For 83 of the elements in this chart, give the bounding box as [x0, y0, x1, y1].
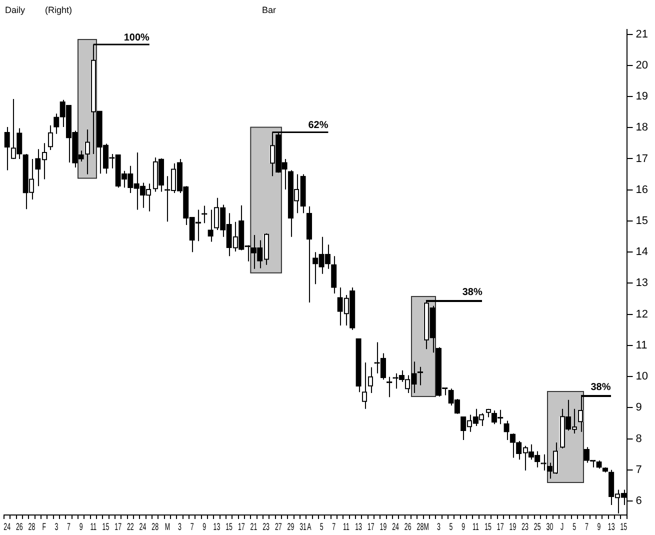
x-tick-label: 15	[620, 520, 628, 532]
annotation: 38%	[590, 382, 611, 393]
x-tick-label: 9	[79, 520, 84, 532]
x-tick-label: M	[164, 520, 170, 532]
band-label: 100%	[124, 32, 150, 44]
x-tick-label: 24	[139, 520, 146, 532]
x-tick-label: 17	[367, 520, 375, 532]
x-tick-label: 24	[4, 520, 11, 532]
x-tick-label: 28	[152, 520, 159, 532]
x-tick-label: 19	[509, 520, 516, 532]
x-tick-label: 11	[472, 520, 480, 532]
x-tick-label: 3	[54, 520, 58, 532]
x-tick-label: 26	[404, 520, 412, 532]
x-tick-label: 9	[462, 520, 466, 532]
x-tick-label: 30	[546, 520, 554, 532]
y-tick-label: 8	[636, 432, 642, 445]
y-tick-label: 18	[636, 122, 648, 134]
candlestick	[202, 205, 208, 224]
candlestick	[4, 126, 10, 171]
x-tick-label: 7	[584, 520, 589, 532]
text: Bar	[262, 5, 276, 15]
candlestick	[208, 209, 214, 242]
y-tick-label: 14	[636, 246, 648, 258]
y-tick-label: 11	[636, 339, 648, 352]
y-tick-label: 12	[636, 308, 648, 320]
band-label: 62%	[308, 120, 328, 132]
y-tick-label: 20	[636, 59, 648, 72]
x-tick-label: 25	[534, 520, 542, 532]
x-tick-label: 5	[320, 520, 324, 532]
x-tick-label: 22	[126, 520, 134, 532]
x-tick-label: 24	[392, 520, 400, 532]
x-tick-label: 15	[226, 520, 233, 532]
x-tick-label: 3	[178, 520, 182, 532]
x-tick-label: 7	[67, 520, 71, 532]
x-tick-label: 19	[380, 520, 387, 532]
candlestick	[331, 256, 337, 294]
candlestick	[54, 113, 60, 134]
x-tick-label: 11	[343, 520, 350, 532]
x-tick-label: 23	[262, 520, 270, 532]
x-tick-label: 28	[28, 520, 36, 532]
x-tick-label: 17	[496, 520, 504, 532]
x-tick-label: 15	[102, 520, 110, 532]
x-tick-label: 31	[300, 520, 307, 532]
y-tick-label: 17	[636, 152, 648, 165]
candlestick	[540, 454, 546, 472]
chart-title: Daily	[5, 5, 26, 15]
y-tick-label: 6	[636, 495, 642, 508]
candlestick	[504, 420, 510, 441]
x-tick-label: 3	[436, 520, 441, 532]
x-tick-label: A	[307, 520, 312, 532]
y-tick-label: 9	[636, 402, 642, 414]
x-tick-label: 21	[250, 520, 258, 532]
y-tick-label: 7	[636, 464, 642, 476]
x-tick-label: 7	[332, 520, 336, 532]
text: (Right)	[45, 5, 72, 15]
x-tick-label: 13	[213, 520, 220, 532]
x-tick-label: 17	[238, 520, 246, 532]
x-tick-label: 29	[287, 520, 294, 532]
candlestick	[510, 432, 516, 458]
x-tick-label: 23	[522, 520, 529, 532]
y-tick-label: 21	[636, 28, 648, 40]
x-tick-label: 13	[608, 520, 616, 532]
x-tick-label: 17	[114, 520, 122, 532]
x-tick-label: 5	[572, 520, 576, 532]
y-tick-label: 10	[636, 370, 648, 383]
x-tick-label: 9	[202, 520, 206, 532]
x-tick-label: 11	[90, 520, 97, 532]
x-tick-label: 27	[274, 520, 282, 532]
x-tick-label: 28	[416, 520, 424, 532]
x-tick-label: M	[424, 520, 430, 532]
x-tick-label: 9	[597, 520, 602, 532]
x-tick-label: 15	[484, 520, 492, 532]
y-tick-label: 16	[636, 184, 648, 196]
x-tick-label: 13	[355, 520, 362, 532]
y-tick-label: 15	[636, 214, 648, 227]
x-tick-label: J	[560, 520, 564, 532]
x-tick-label: F	[42, 520, 46, 532]
annotation: 38%	[462, 286, 482, 298]
y-tick-label: 13	[636, 277, 648, 290]
x-tick-label: 7	[190, 520, 194, 532]
x-tick-label: 5	[449, 520, 454, 532]
y-tick-label: 19	[636, 90, 648, 103]
x-tick-label: 26	[16, 520, 24, 532]
